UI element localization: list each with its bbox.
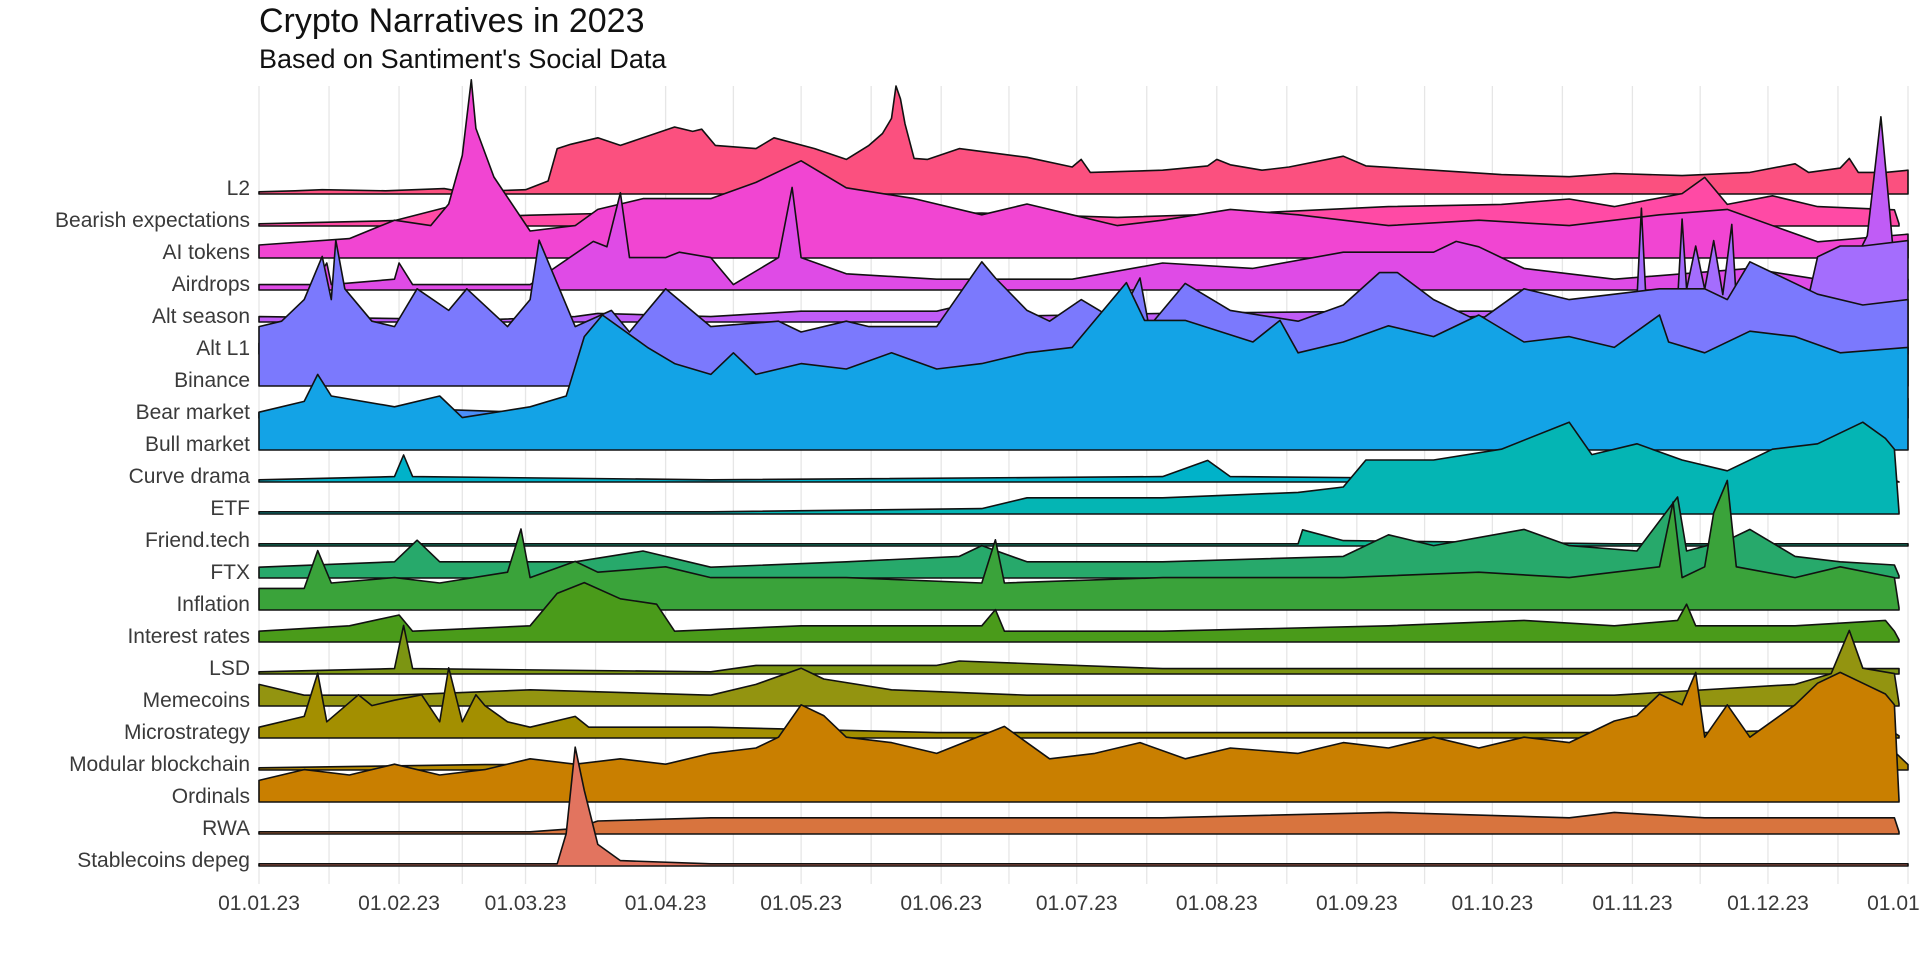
x-tick-label: 01.04.23 (625, 892, 707, 915)
ridge-ftx (258, 496, 1900, 579)
chart-subtitle: Based on Santiment's Social Data (259, 44, 667, 74)
ridge-label: RWA (202, 817, 250, 840)
x-tick-label: 01.08.23 (1176, 892, 1258, 915)
ridge-ai-tokens (258, 79, 1909, 259)
ridge-label: Bear market (136, 401, 251, 424)
ridge-interest-rates (258, 581, 1900, 643)
x-tick-label: 01.05.23 (760, 892, 842, 915)
x-tick-label: 01.06.23 (900, 892, 982, 915)
ridge-label: Curve drama (129, 465, 251, 488)
ridge-inflation (258, 479, 1900, 611)
ridges (258, 79, 1909, 867)
ridge-label: Stablecoins depeg (77, 849, 250, 872)
x-tick-label: 01.03.23 (485, 892, 567, 915)
ridge-label: LSD (209, 657, 250, 680)
ridge-label: FTX (210, 561, 250, 584)
x-axis-ticks: 01.01.23 01.02.23 01.03.23 01.04.23 01.05.23… (218, 892, 1920, 915)
ridge-rwa (258, 811, 1900, 835)
ridge-label: Memecoins (143, 689, 250, 712)
ridge-label: Interest rates (127, 625, 250, 648)
ridge-etf (258, 421, 1900, 515)
ridge-label: Airdrops (172, 273, 250, 296)
x-tick-label: 01.07.23 (1036, 892, 1118, 915)
ridge-label: Alt season (152, 305, 250, 328)
ridge-label: Binance (174, 369, 250, 392)
x-tick-label: 01.09.23 (1316, 892, 1398, 915)
ridge-stablecoins-depeg (258, 746, 1909, 867)
x-tick-label: 01.11.23 (1592, 892, 1672, 915)
x-tick-label: 01.10.23 (1451, 892, 1533, 915)
ridge-label: ETF (210, 497, 250, 520)
x-tick-label: 01.01.24 (1867, 892, 1920, 915)
ridge-label: Friend.tech (145, 529, 250, 552)
ridge-label: Bearish expectations (55, 209, 250, 232)
chart-title: Crypto Narratives in 2023 (259, 2, 645, 40)
x-tick-label: 01.01.23 (218, 892, 300, 915)
ridge-label: Modular blockchain (69, 753, 250, 776)
ridge-label: Microstrategy (124, 721, 251, 744)
ridge-bull-market (258, 281, 1909, 451)
x-tick-label: 01.02.23 (358, 892, 440, 915)
ridge-l2 (258, 85, 1909, 195)
x-tick-label: 01.12.23 (1727, 892, 1809, 915)
ridge-label: L2 (227, 177, 250, 200)
ridge-label: Bull market (145, 433, 250, 456)
ridge-airdrops (258, 186, 1909, 291)
ridge-label: AI tokens (162, 241, 250, 264)
ridge-labels: L2 Bearish expectations AI tokens Airdrops A… (55, 177, 250, 872)
ridge-label: Alt L1 (196, 337, 250, 360)
ridge-label: Inflation (176, 593, 250, 616)
ridge-alt-season (258, 116, 1900, 323)
ridge-label: Ordinals (172, 785, 250, 808)
